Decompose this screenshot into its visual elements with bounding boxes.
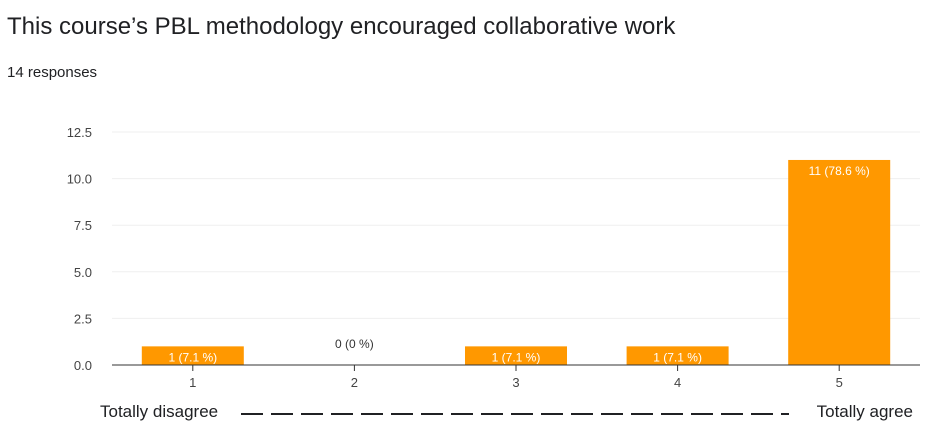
y-tick-label: 5.0 [74, 265, 92, 280]
y-tick-label: 7.5 [74, 218, 92, 233]
responses-count: 14 responses [7, 64, 98, 81]
y-tick-label: 12.5 [67, 125, 92, 140]
bar [141, 346, 244, 365]
y-tick-label: 2.5 [74, 311, 92, 326]
x-tick-label: 1 [189, 375, 196, 390]
bar-data-label: 1 (7.1 %) [653, 350, 702, 364]
bar [465, 346, 567, 365]
bar-data-labels: 1 (7.1 %) 0 (0 %) 1 (7.1 %) 1 (7.1 %) 11 (78… [168, 164, 869, 364]
bar [788, 159, 891, 365]
bars [141, 159, 891, 365]
x-tick-label: 4 [674, 375, 681, 390]
x-tick-label: 3 [512, 375, 519, 390]
x-axis-ticks: 1 2 3 4 5 [189, 365, 843, 390]
scale-row: Totally disagree Totally agree [0, 400, 929, 424]
bar [626, 346, 729, 365]
x-tick-label: 5 [836, 375, 843, 390]
y-tick-label: 0.0 [74, 358, 92, 373]
scale-dash-line [241, 413, 789, 415]
x-tick-label: 2 [351, 375, 358, 390]
y-axis-ticks: 0.0 2.5 5.0 7.5 10.0 12.5 [67, 125, 92, 373]
scale-left-label: Totally disagree [100, 402, 219, 421]
bar-chart: 0.02.55.07.510.012.5 1 (7.1 %)0 (0 %)1 (… [67, 125, 920, 390]
bar-data-label: 1 (7.1 %) [168, 350, 217, 364]
gridlines [112, 131, 920, 319]
scale-right-label: Totally agree [816, 402, 913, 421]
y-tick-label: 10.0 [67, 172, 92, 187]
bar-data-label: 0 (0 %) [335, 337, 374, 351]
question-title: This course’s PBL methodology encouraged… [7, 13, 676, 40]
bar-data-label: 11 (78.6 %) [809, 164, 870, 178]
bar-data-label: 1 (7.1 %) [492, 350, 541, 364]
